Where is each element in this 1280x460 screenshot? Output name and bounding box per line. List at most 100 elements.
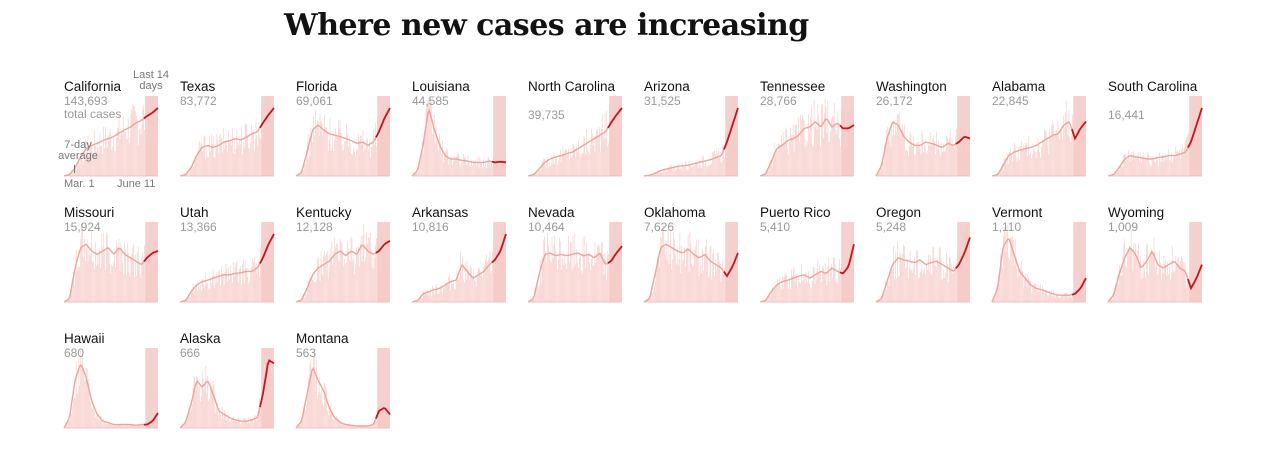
- daily-bar: [138, 129, 140, 176]
- daily-bar: [1007, 224, 1009, 302]
- daily-bar: [84, 139, 86, 176]
- daily-bar: [368, 149, 369, 176]
- daily-bar: [308, 386, 310, 428]
- daily-bar: [254, 415, 256, 428]
- daily-bar: [332, 134, 334, 176]
- daily-bar: [1148, 153, 1149, 176]
- daily-bar: [810, 287, 811, 302]
- daily-bar: [272, 226, 273, 302]
- daily-bar: [724, 157, 725, 176]
- daily-bar: [1052, 119, 1053, 176]
- seven-day-average-line: [527, 252, 609, 303]
- daily-bar: [819, 123, 820, 176]
- daily-bar: [211, 283, 212, 302]
- daily-bar: [653, 290, 654, 302]
- daily-bar: [130, 425, 132, 428]
- daily-bar: [200, 396, 202, 428]
- daily-bar: [910, 271, 912, 302]
- daily-bar: [664, 171, 666, 176]
- daily-bar: [351, 425, 353, 428]
- daily-bar: [1183, 147, 1185, 176]
- daily-bar: [886, 126, 888, 176]
- daily-bar: [537, 172, 538, 176]
- daily-bar: [115, 425, 116, 428]
- daily-bar: [199, 141, 200, 176]
- daily-bar: [582, 236, 584, 302]
- daily-bar: [300, 420, 302, 428]
- daily-bar: [113, 262, 114, 302]
- state-total: 1,110: [992, 220, 1022, 234]
- daily-bar: [713, 248, 714, 302]
- daily-bar: [1072, 293, 1073, 302]
- daily-bar: [316, 279, 317, 302]
- daily-bar: [211, 134, 212, 176]
- daily-bar: [483, 159, 484, 176]
- daily-bar: [261, 387, 262, 428]
- daily-bar: [476, 275, 478, 302]
- daily-bar: [1149, 162, 1150, 176]
- daily-bar: [907, 279, 909, 302]
- daily-bar: [72, 277, 73, 302]
- daily-bar: [339, 422, 341, 428]
- daily-bar: [144, 129, 145, 176]
- daily-bar: [240, 266, 241, 302]
- daily-bar: [242, 142, 244, 176]
- daily-bar: [107, 135, 109, 176]
- daily-bar: [90, 144, 92, 176]
- daily-bar: [370, 247, 372, 302]
- daily-bar: [346, 123, 347, 176]
- daily-bar: [949, 130, 951, 176]
- daily-bar: [359, 136, 361, 176]
- daily-bar: [685, 248, 687, 302]
- daily-bar: [429, 97, 430, 176]
- daily-bar: [1055, 294, 1057, 302]
- daily-bar: [420, 296, 421, 302]
- daily-bar: [1146, 160, 1147, 176]
- daily-bar: [1028, 277, 1030, 302]
- daily-bar: [1198, 132, 1199, 176]
- daily-bar: [98, 152, 100, 176]
- daily-bar: [148, 240, 150, 302]
- daily-bar: [94, 130, 95, 176]
- daily-bar: [71, 172, 72, 176]
- daily-bar: [1201, 270, 1202, 302]
- daily-bar: [1031, 292, 1032, 302]
- daily-bar: [148, 117, 150, 176]
- daily-bar: [193, 166, 195, 176]
- daily-bar: [904, 124, 905, 176]
- daily-bar: [379, 414, 380, 428]
- daily-bar: [388, 268, 389, 302]
- daily-bar: [445, 152, 447, 176]
- daily-bar: [316, 127, 317, 176]
- daily-bar: [925, 146, 926, 176]
- daily-bar: [1065, 292, 1067, 302]
- daily-bar: [615, 136, 617, 176]
- daily-bar: [298, 423, 300, 428]
- daily-bar: [1081, 284, 1083, 302]
- daily-bar: [1143, 152, 1145, 176]
- daily-bar: [786, 275, 788, 302]
- daily-bar: [649, 298, 651, 302]
- daily-bar: [219, 135, 220, 176]
- state-name: Louisiana: [412, 79, 470, 94]
- daily-bar: [216, 271, 218, 302]
- daily-bar: [665, 170, 667, 176]
- daily-bar: [1065, 100, 1067, 176]
- daily-bar: [415, 172, 417, 176]
- daily-bar: [252, 133, 253, 176]
- daily-bar: [110, 132, 112, 176]
- daily-bar: [363, 151, 365, 176]
- daily-bar: [770, 292, 772, 302]
- daily-bar: [213, 384, 215, 428]
- daily-bar: [137, 423, 138, 428]
- daily-bar: [483, 267, 484, 302]
- daily-bar: [565, 148, 567, 176]
- daily-bar: [1159, 250, 1160, 302]
- daily-bar: [438, 151, 440, 176]
- daily-bar: [327, 410, 328, 428]
- daily-bar: [253, 151, 255, 176]
- daily-bar: [246, 421, 248, 428]
- daily-bar: [258, 129, 260, 176]
- daily-bar: [90, 402, 92, 428]
- daily-bar: [851, 237, 852, 302]
